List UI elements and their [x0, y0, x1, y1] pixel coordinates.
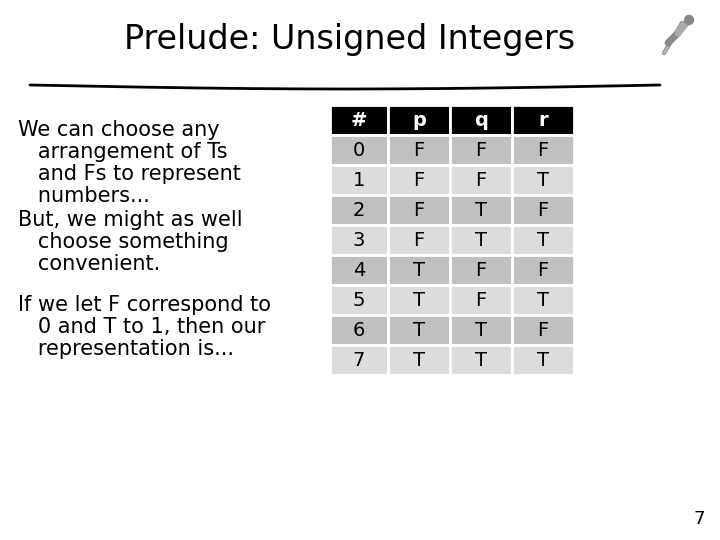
Text: r: r	[538, 111, 548, 130]
Text: arrangement of Ts: arrangement of Ts	[18, 142, 228, 162]
Text: F: F	[537, 140, 549, 159]
Text: F: F	[475, 260, 487, 280]
Bar	[330, 345, 388, 375]
Bar	[450, 345, 512, 375]
Text: F: F	[413, 140, 425, 159]
Text: We can choose any: We can choose any	[18, 120, 220, 140]
Text: T: T	[537, 171, 549, 190]
Bar	[330, 255, 388, 285]
Bar	[450, 255, 512, 285]
Bar	[388, 165, 450, 195]
Text: T: T	[537, 350, 549, 369]
Bar	[330, 135, 388, 165]
Text: T: T	[475, 231, 487, 249]
Text: convenient.: convenient.	[18, 254, 161, 274]
Bar	[330, 165, 388, 195]
Text: 6: 6	[353, 321, 365, 340]
Text: T: T	[413, 350, 425, 369]
Bar	[388, 135, 450, 165]
Bar	[450, 285, 512, 315]
Bar	[450, 315, 512, 345]
Bar	[512, 345, 574, 375]
Text: and Fs to represent: and Fs to represent	[18, 164, 241, 184]
Bar	[330, 105, 388, 135]
Text: numbers...: numbers...	[18, 186, 150, 206]
Bar	[388, 315, 450, 345]
Text: representation is...: representation is...	[18, 339, 234, 359]
Bar	[512, 135, 574, 165]
Bar	[330, 285, 388, 315]
Text: 1: 1	[353, 171, 365, 190]
Bar	[512, 255, 574, 285]
Bar	[512, 105, 574, 135]
Text: T: T	[537, 291, 549, 309]
Text: 2: 2	[353, 200, 365, 219]
Text: If we let F correspond to: If we let F correspond to	[18, 295, 271, 315]
Bar	[450, 165, 512, 195]
Text: 7: 7	[693, 510, 705, 528]
Bar	[330, 315, 388, 345]
Text: F: F	[475, 171, 487, 190]
Bar	[450, 105, 512, 135]
Text: T: T	[413, 321, 425, 340]
Text: F: F	[537, 321, 549, 340]
Text: choose something: choose something	[18, 232, 229, 252]
Bar	[388, 105, 450, 135]
Bar	[512, 195, 574, 225]
Text: q: q	[474, 111, 488, 130]
Bar	[450, 195, 512, 225]
Bar	[388, 225, 450, 255]
Text: 7: 7	[353, 350, 365, 369]
Text: But, we might as well: But, we might as well	[18, 210, 243, 230]
Text: 3: 3	[353, 231, 365, 249]
Bar	[330, 195, 388, 225]
Text: 5: 5	[353, 291, 365, 309]
Text: T: T	[413, 260, 425, 280]
Bar	[330, 225, 388, 255]
Text: T: T	[475, 200, 487, 219]
Bar	[450, 225, 512, 255]
Bar	[450, 135, 512, 165]
Text: Prelude: Unsigned Integers: Prelude: Unsigned Integers	[125, 24, 575, 57]
Bar	[512, 165, 574, 195]
Text: F: F	[413, 231, 425, 249]
Text: F: F	[413, 200, 425, 219]
Text: F: F	[413, 171, 425, 190]
Text: 4: 4	[353, 260, 365, 280]
Bar	[388, 345, 450, 375]
Text: 0: 0	[353, 140, 365, 159]
Bar	[388, 255, 450, 285]
Bar	[388, 195, 450, 225]
Text: T: T	[475, 321, 487, 340]
Text: 0 and T to 1, then our: 0 and T to 1, then our	[18, 317, 266, 337]
Bar	[388, 285, 450, 315]
Text: F: F	[475, 291, 487, 309]
Text: p: p	[412, 111, 426, 130]
Text: T: T	[537, 231, 549, 249]
Circle shape	[685, 16, 693, 24]
Bar	[512, 315, 574, 345]
Text: T: T	[475, 350, 487, 369]
Text: F: F	[475, 140, 487, 159]
Bar	[512, 225, 574, 255]
Text: F: F	[537, 200, 549, 219]
Text: #: #	[351, 111, 367, 130]
Text: F: F	[537, 260, 549, 280]
Text: T: T	[413, 291, 425, 309]
Bar	[512, 285, 574, 315]
